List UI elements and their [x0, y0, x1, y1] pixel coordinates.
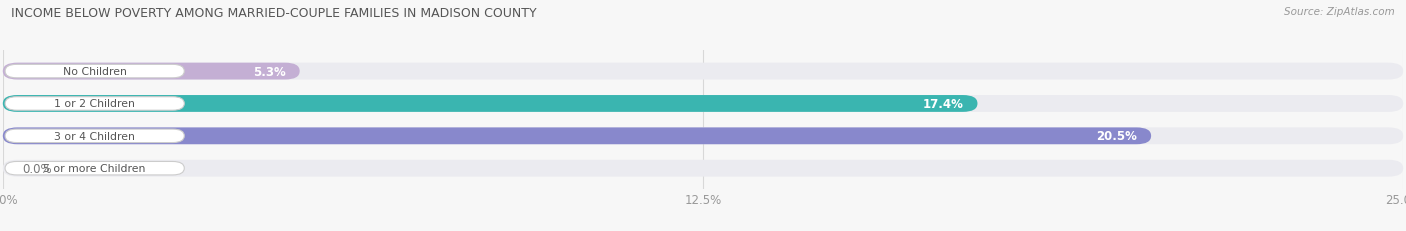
FancyBboxPatch shape: [3, 63, 1403, 80]
Text: Source: ZipAtlas.com: Source: ZipAtlas.com: [1284, 7, 1395, 17]
Text: 5 or more Children: 5 or more Children: [44, 164, 146, 173]
FancyBboxPatch shape: [3, 96, 977, 112]
Text: 3 or 4 Children: 3 or 4 Children: [55, 131, 135, 141]
FancyBboxPatch shape: [3, 128, 1403, 145]
FancyBboxPatch shape: [6, 97, 184, 111]
FancyBboxPatch shape: [3, 128, 1152, 145]
Text: 0.0%: 0.0%: [22, 162, 52, 175]
FancyBboxPatch shape: [3, 63, 299, 80]
Text: 5.3%: 5.3%: [253, 65, 285, 78]
FancyBboxPatch shape: [3, 160, 1403, 177]
Text: INCOME BELOW POVERTY AMONG MARRIED-COUPLE FAMILIES IN MADISON COUNTY: INCOME BELOW POVERTY AMONG MARRIED-COUPL…: [11, 7, 537, 20]
Text: 17.4%: 17.4%: [922, 97, 963, 110]
Text: 1 or 2 Children: 1 or 2 Children: [55, 99, 135, 109]
FancyBboxPatch shape: [6, 65, 184, 79]
Text: No Children: No Children: [63, 67, 127, 77]
Text: 20.5%: 20.5%: [1097, 130, 1137, 143]
FancyBboxPatch shape: [3, 96, 1403, 112]
FancyBboxPatch shape: [6, 162, 184, 175]
FancyBboxPatch shape: [6, 130, 184, 143]
